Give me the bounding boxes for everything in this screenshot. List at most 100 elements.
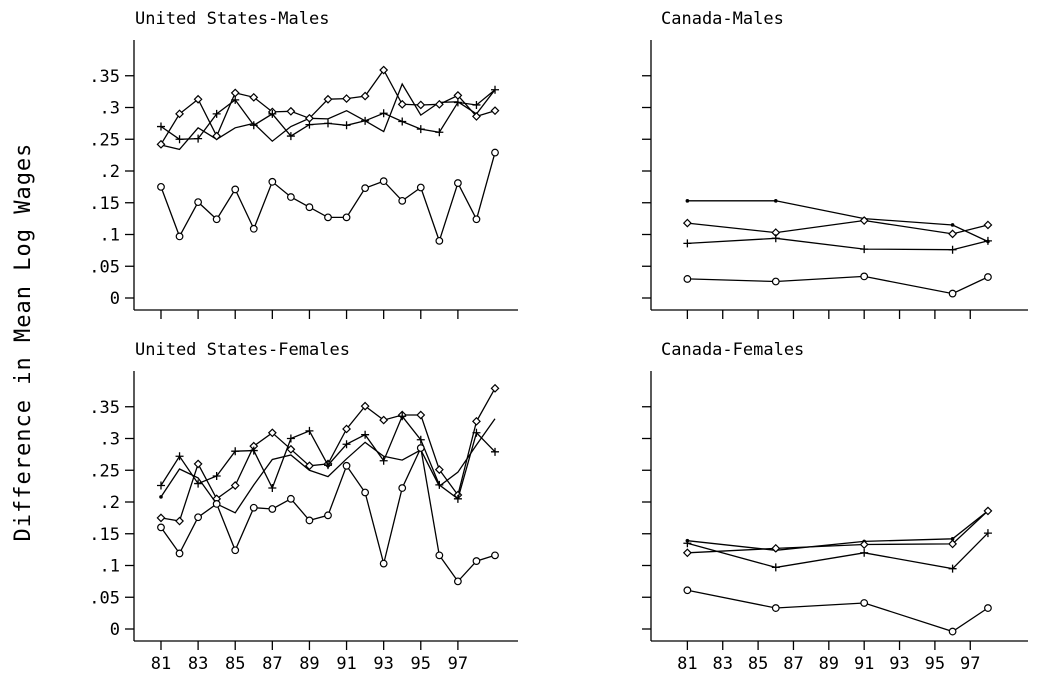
circle-marker <box>491 551 499 560</box>
circle-marker <box>453 179 462 187</box>
diamond-marker <box>771 543 781 553</box>
diamond-marker <box>342 424 352 434</box>
y-tick-label: .05 <box>89 257 120 277</box>
circle-marker <box>249 503 258 512</box>
plus-marker <box>416 435 425 444</box>
series-line-dot <box>687 200 989 243</box>
plus-marker <box>453 98 462 107</box>
plus-marker <box>683 239 692 248</box>
diamond-marker <box>983 506 993 516</box>
series-line-circle <box>687 275 989 295</box>
y-tick-label: .35 <box>89 67 120 87</box>
diamond-marker <box>360 401 370 411</box>
diamond-marker <box>682 548 692 558</box>
diamond-marker <box>267 428 277 438</box>
y-tick-label: .2 <box>100 162 120 182</box>
x-tick-label: 93 <box>889 654 909 674</box>
x-tick-label: 95 <box>411 654 431 674</box>
x-tick-label: 85 <box>748 654 768 674</box>
x-tick-label: 91 <box>854 654 874 674</box>
circle-marker <box>453 577 462 586</box>
diamond-marker <box>212 131 222 141</box>
circle-marker <box>231 546 240 555</box>
diamond-marker <box>948 539 958 549</box>
circle-marker <box>984 273 992 281</box>
x-tick-label: 97 <box>448 654 468 674</box>
circle-marker <box>175 549 184 558</box>
plus-marker <box>491 85 500 94</box>
series-line-diamond <box>687 510 989 554</box>
circle-marker <box>379 559 388 568</box>
series-line-diamond <box>160 68 496 145</box>
diamond-marker <box>286 106 296 116</box>
series-line-none <box>160 82 496 151</box>
plus-marker <box>286 132 295 141</box>
plus-marker <box>231 447 240 456</box>
plus-marker <box>212 471 221 480</box>
plus-marker <box>472 100 481 109</box>
diamond-marker <box>379 65 389 75</box>
x-tick-label: 93 <box>373 654 393 674</box>
circle-marker <box>249 224 258 233</box>
x-tick-label: 87 <box>262 654 282 674</box>
diamond-marker <box>304 461 314 471</box>
diamond-marker <box>490 106 500 116</box>
diamond-marker <box>249 92 259 102</box>
circle-marker <box>398 484 407 492</box>
diamond-marker <box>230 88 240 98</box>
plus-marker <box>175 135 184 144</box>
plus-marker <box>268 109 277 118</box>
circle-marker <box>472 557 481 565</box>
diamond-marker <box>286 444 296 454</box>
circle-marker <box>175 232 184 241</box>
y-tick-label: 0 <box>110 620 120 640</box>
diamond-marker <box>397 99 407 109</box>
diamond-marker <box>360 91 370 101</box>
plus-marker <box>194 479 203 488</box>
circle-marker <box>231 185 240 194</box>
plus-marker <box>361 430 370 439</box>
plus-marker <box>435 480 444 489</box>
circle-marker <box>948 627 957 636</box>
plus-marker <box>771 234 780 243</box>
y-tick-label: .25 <box>89 130 120 150</box>
panel-title: United States-Males <box>135 9 329 29</box>
plus-marker <box>305 120 314 129</box>
y-tick-label: .25 <box>89 461 120 481</box>
circle-marker <box>860 272 869 281</box>
plus-marker <box>342 440 351 449</box>
diamond-marker <box>193 94 203 104</box>
panel-title: Canada-Males <box>661 9 784 29</box>
dot-marker <box>950 537 955 541</box>
x-tick-label: 83 <box>712 654 732 674</box>
y-tick-label: .3 <box>100 430 120 450</box>
y-tick-label: .15 <box>89 194 120 214</box>
plus-marker <box>231 95 240 104</box>
diamond-marker <box>472 416 481 426</box>
diamond-marker <box>175 109 184 119</box>
x-tick-label: 81 <box>677 654 697 674</box>
circle-marker <box>157 523 165 532</box>
diamond-marker <box>948 229 958 239</box>
series-line-plus <box>687 237 989 251</box>
y-tick-label: .1 <box>100 557 120 577</box>
circle-marker <box>324 213 332 222</box>
circle-marker <box>416 444 425 452</box>
diamond-marker <box>175 516 184 526</box>
x-tick-label: 91 <box>336 654 356 674</box>
diamond-marker <box>434 465 444 475</box>
circle-marker <box>305 516 314 525</box>
x-tick-label: 83 <box>188 654 208 674</box>
y-tick-label: .05 <box>89 588 120 608</box>
circle-marker <box>361 184 370 193</box>
circle-marker <box>984 604 992 612</box>
circle-marker <box>683 586 692 595</box>
panel-canada-females: Canada-Females 81 83 85 87 89 91 93 95 97 <box>642 340 1028 674</box>
plus-marker <box>398 117 407 126</box>
diamond-marker <box>156 513 166 523</box>
plus-marker <box>379 456 388 465</box>
circle-marker <box>683 275 692 283</box>
diamond-marker <box>859 216 869 225</box>
dot-marker <box>773 199 778 203</box>
plus-marker <box>305 426 314 435</box>
